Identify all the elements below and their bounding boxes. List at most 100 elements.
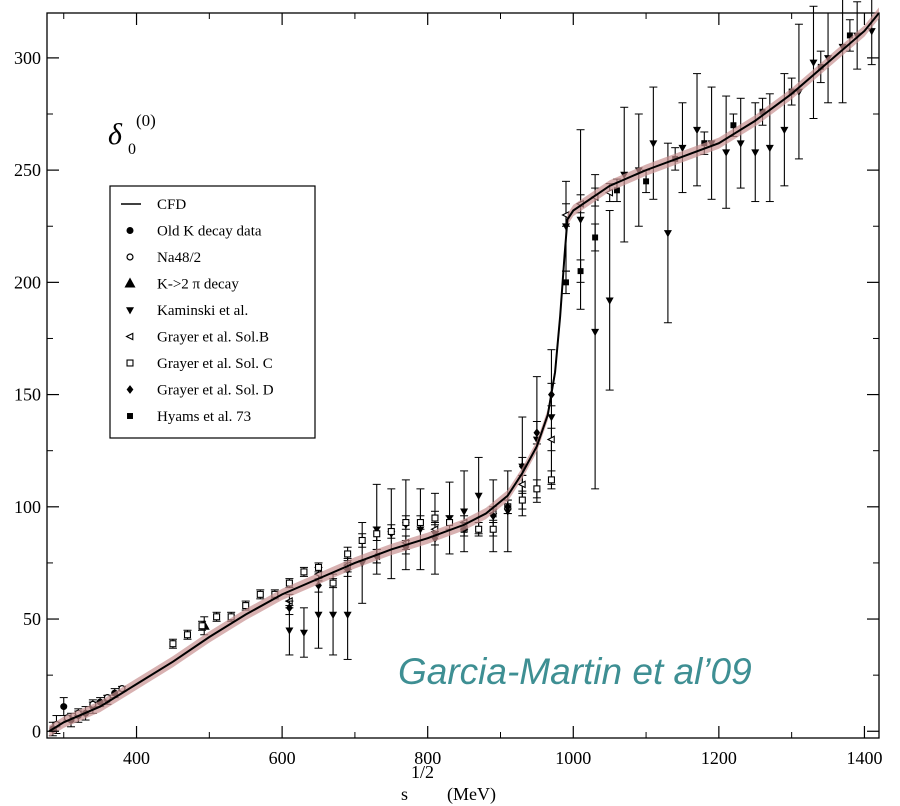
y-tick-label: 0 (32, 721, 41, 741)
data-point (663, 230, 672, 238)
data-point (577, 268, 584, 275)
marker-shape (504, 502, 512, 512)
marker-shape (183, 631, 192, 639)
marker-shape (373, 530, 381, 538)
legend-item: Kaminski et al. (126, 303, 248, 319)
data-point (299, 629, 308, 637)
marker-shape (517, 480, 526, 489)
data-point (213, 613, 221, 621)
data-point (475, 525, 483, 533)
marker-shape (577, 268, 584, 275)
svg-text:1/2: 1/2 (411, 762, 434, 782)
marker-shape (649, 140, 658, 148)
marker-shape (460, 508, 469, 516)
data-point (846, 32, 853, 39)
marker-shape (124, 277, 136, 288)
x-tick-label: 400 (123, 748, 150, 768)
svg-text:0: 0 (128, 141, 136, 158)
marker-shape (547, 476, 555, 484)
marker-shape (533, 485, 541, 493)
data-point (546, 435, 555, 444)
marker-shape (592, 234, 599, 241)
marker-shape (751, 149, 760, 157)
legend-item: K->2 π decay (124, 277, 239, 293)
legend-marker (124, 277, 136, 288)
y-tick-label: 300 (14, 48, 41, 68)
citation-annotation: Garcia-Martin et al’09 (398, 651, 752, 692)
legend-marker (126, 359, 134, 367)
data-point (613, 187, 620, 194)
marker-shape (780, 126, 789, 135)
marker-shape (126, 307, 134, 315)
marker-shape (126, 385, 134, 394)
data-point (358, 536, 366, 545)
marker-shape (314, 563, 323, 571)
data-point (256, 590, 264, 598)
data-point (504, 502, 512, 512)
data-point (402, 518, 410, 527)
marker-shape (576, 216, 585, 224)
data-point (765, 144, 774, 153)
marker-shape (533, 428, 541, 438)
y-tick-label: 150 (14, 385, 41, 405)
marker-shape (431, 514, 439, 522)
data-point (576, 216, 585, 224)
marker-shape (329, 611, 338, 619)
data-point (60, 703, 68, 711)
marker-shape (563, 279, 569, 286)
legend-marker (126, 253, 134, 261)
marker-shape (730, 122, 737, 129)
x-tick-label: 1200 (701, 748, 737, 768)
marker-shape (125, 332, 134, 341)
marker-shape (474, 492, 483, 500)
data-point (605, 297, 614, 305)
marker-shape (285, 627, 294, 635)
marker-shape (299, 629, 308, 637)
legend-marker (126, 385, 134, 394)
legend-item: CFD (121, 197, 186, 213)
data-point (344, 550, 352, 558)
data-point (518, 462, 526, 471)
legend-item: Grayer et al. Sol. D (126, 383, 274, 399)
data-point (517, 480, 526, 489)
svg-text:(0): (0) (136, 111, 156, 130)
marker-shape (613, 187, 620, 194)
legend-marker (126, 227, 134, 234)
marker-shape (314, 611, 323, 619)
x-axis-label: s 1/2 (MeV) (401, 762, 496, 805)
marker-shape (416, 526, 425, 534)
svg-text:δ: δ (108, 118, 123, 151)
x-tick-label: 1000 (555, 748, 591, 768)
marker-shape (475, 525, 483, 533)
data-point (547, 414, 556, 422)
data-point (547, 476, 555, 484)
legend-label: Kaminski et al. (157, 303, 248, 319)
marker-shape (809, 59, 818, 67)
data-point (592, 234, 599, 241)
data-point (169, 640, 177, 648)
series-hyams-et-al-73 (561, 19, 854, 295)
marker-shape (591, 328, 600, 337)
data-point (285, 627, 294, 635)
data-point (373, 530, 381, 538)
marker-shape (344, 550, 352, 558)
data-point (643, 178, 650, 185)
x-tick-label: 1400 (846, 748, 882, 768)
marker-shape (605, 297, 614, 305)
marker-shape (387, 527, 395, 536)
marker-shape (256, 590, 264, 598)
marker-shape (846, 32, 853, 39)
plot-area (48, 0, 880, 737)
marker-shape (300, 568, 308, 576)
legend-label: Grayer et al. Sol. C (157, 356, 273, 372)
marker-shape (416, 518, 424, 527)
legend-item: Grayer et al. Sol. C (126, 356, 273, 372)
legend-label: Na48/2 (157, 250, 201, 266)
y-tick-label: 100 (14, 497, 41, 517)
data-point (722, 149, 731, 157)
data-point (183, 631, 192, 639)
data-point (780, 126, 789, 135)
data-point (649, 140, 658, 148)
data-point (563, 279, 569, 286)
marker-shape (60, 703, 68, 711)
